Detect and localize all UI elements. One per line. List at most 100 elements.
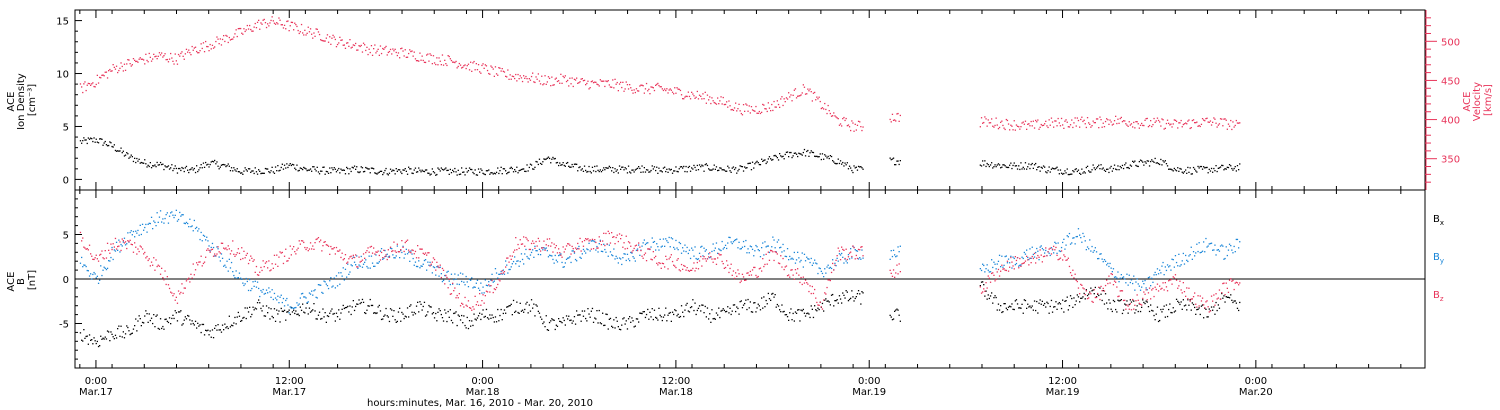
bx-point [746, 308, 748, 311]
by-point [1053, 252, 1055, 254]
bx-point [262, 305, 264, 307]
by-point [340, 272, 342, 274]
bx-point [141, 321, 144, 324]
bz-point [620, 238, 622, 240]
by-point [1069, 243, 1072, 245]
by-point [1063, 238, 1065, 240]
velocity-point [329, 36, 331, 38]
bx-point [564, 324, 566, 326]
bx-point [1015, 299, 1018, 301]
by-point [505, 260, 507, 262]
velocity-point [711, 97, 713, 99]
by-point [750, 246, 753, 248]
density-point [423, 170, 426, 173]
bx-point [810, 305, 812, 307]
bx-point [1013, 308, 1015, 311]
bx-point [732, 304, 735, 306]
density-point [202, 162, 205, 164]
density-point [626, 172, 629, 174]
density-point [113, 144, 115, 146]
bx-point [645, 313, 648, 316]
by-point [892, 249, 895, 251]
by-point [220, 253, 223, 255]
bx-point [1129, 299, 1131, 301]
velocity-point [1117, 118, 1119, 120]
velocity-point [392, 48, 394, 50]
density-point [844, 162, 846, 164]
density-point [814, 155, 816, 157]
density-point [733, 168, 736, 171]
velocity-point [1120, 116, 1122, 119]
by-point [712, 243, 714, 245]
bx-point [493, 321, 495, 323]
by-point [168, 215, 171, 217]
density-point [188, 171, 190, 174]
velocity-point [438, 57, 440, 59]
velocity-point [1209, 120, 1212, 122]
density-point [362, 171, 365, 173]
bx-point [702, 304, 704, 306]
bz-point [1238, 284, 1240, 286]
bz-point [283, 255, 286, 257]
bz-point [302, 240, 304, 242]
by-point [1219, 245, 1222, 247]
bx-point [267, 312, 269, 314]
velocity-point [1009, 129, 1011, 131]
velocity-point [625, 81, 627, 83]
velocity-point [346, 42, 348, 44]
by-point [804, 260, 807, 262]
velocity-point [486, 69, 489, 72]
by-point [780, 246, 782, 248]
density-point [1016, 168, 1019, 170]
legend-subscript: x [1440, 219, 1444, 227]
by-point [1119, 277, 1121, 279]
velocity-point [1157, 119, 1160, 122]
by-point [854, 249, 856, 251]
velocity-point [196, 50, 198, 53]
by-point [779, 247, 781, 249]
by-point [293, 307, 295, 310]
density-point [1190, 173, 1192, 175]
by-point [992, 266, 994, 269]
velocity-point [853, 130, 855, 132]
by-point [765, 246, 767, 248]
density-point [704, 164, 706, 166]
bz-point [728, 271, 730, 274]
bz-point [360, 260, 362, 262]
by-point [408, 251, 410, 253]
by-point [105, 268, 108, 271]
bz-point [475, 304, 477, 306]
velocity-point [597, 84, 599, 86]
bz-point [99, 254, 101, 256]
bz-point [678, 269, 680, 271]
density-point [237, 171, 239, 173]
bz-point [95, 254, 97, 256]
velocity-point [728, 100, 730, 102]
by-point [285, 299, 287, 302]
bz-point [862, 255, 864, 257]
density-point [785, 151, 788, 153]
bz-point [293, 246, 295, 248]
by-point [264, 292, 267, 295]
velocity-point [1071, 119, 1073, 121]
bz-point [87, 249, 89, 251]
bx-point [450, 319, 453, 322]
velocity-point [145, 53, 147, 55]
by-point [448, 280, 450, 282]
by-point [115, 241, 118, 243]
density-point [837, 158, 839, 160]
velocity-point [130, 65, 132, 67]
velocity-point [552, 84, 554, 86]
bz-point [860, 246, 862, 248]
velocity-point [602, 80, 604, 82]
density-point [749, 162, 751, 164]
bz-point [606, 243, 608, 245]
bz-point [677, 258, 679, 260]
by-point [313, 290, 315, 292]
velocity-point [745, 103, 747, 105]
density-point [783, 158, 785, 160]
velocity-point [411, 50, 413, 52]
bx-point [278, 310, 280, 312]
bx-point [1041, 300, 1043, 302]
